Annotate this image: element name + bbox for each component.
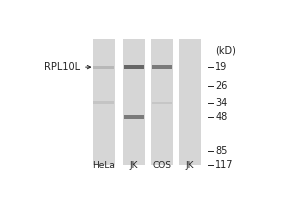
Bar <box>93 66 114 69</box>
Text: JK: JK <box>130 161 138 170</box>
Text: 117: 117 <box>215 160 234 170</box>
Text: RPL10L: RPL10L <box>44 62 81 72</box>
Text: JK: JK <box>185 161 194 170</box>
Bar <box>93 101 114 104</box>
Bar <box>152 65 172 69</box>
Bar <box>151 39 173 165</box>
Text: HeLa: HeLa <box>92 161 115 170</box>
Bar <box>124 65 144 69</box>
Bar <box>152 102 172 104</box>
Text: (kD): (kD) <box>215 46 236 56</box>
Bar <box>93 39 115 165</box>
Text: 85: 85 <box>215 146 228 156</box>
Bar <box>179 39 201 165</box>
Text: 48: 48 <box>215 112 228 122</box>
Bar <box>124 115 144 119</box>
Text: 26: 26 <box>215 81 228 91</box>
Text: COS: COS <box>152 161 171 170</box>
Text: 19: 19 <box>215 62 228 72</box>
Bar <box>123 39 145 165</box>
Text: 34: 34 <box>215 98 228 108</box>
